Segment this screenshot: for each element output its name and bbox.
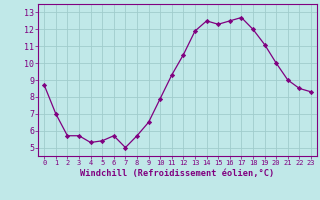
- X-axis label: Windchill (Refroidissement éolien,°C): Windchill (Refroidissement éolien,°C): [80, 169, 275, 178]
